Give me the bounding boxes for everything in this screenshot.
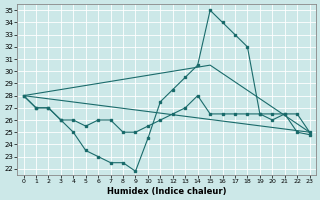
X-axis label: Humidex (Indice chaleur): Humidex (Indice chaleur) — [107, 187, 226, 196]
